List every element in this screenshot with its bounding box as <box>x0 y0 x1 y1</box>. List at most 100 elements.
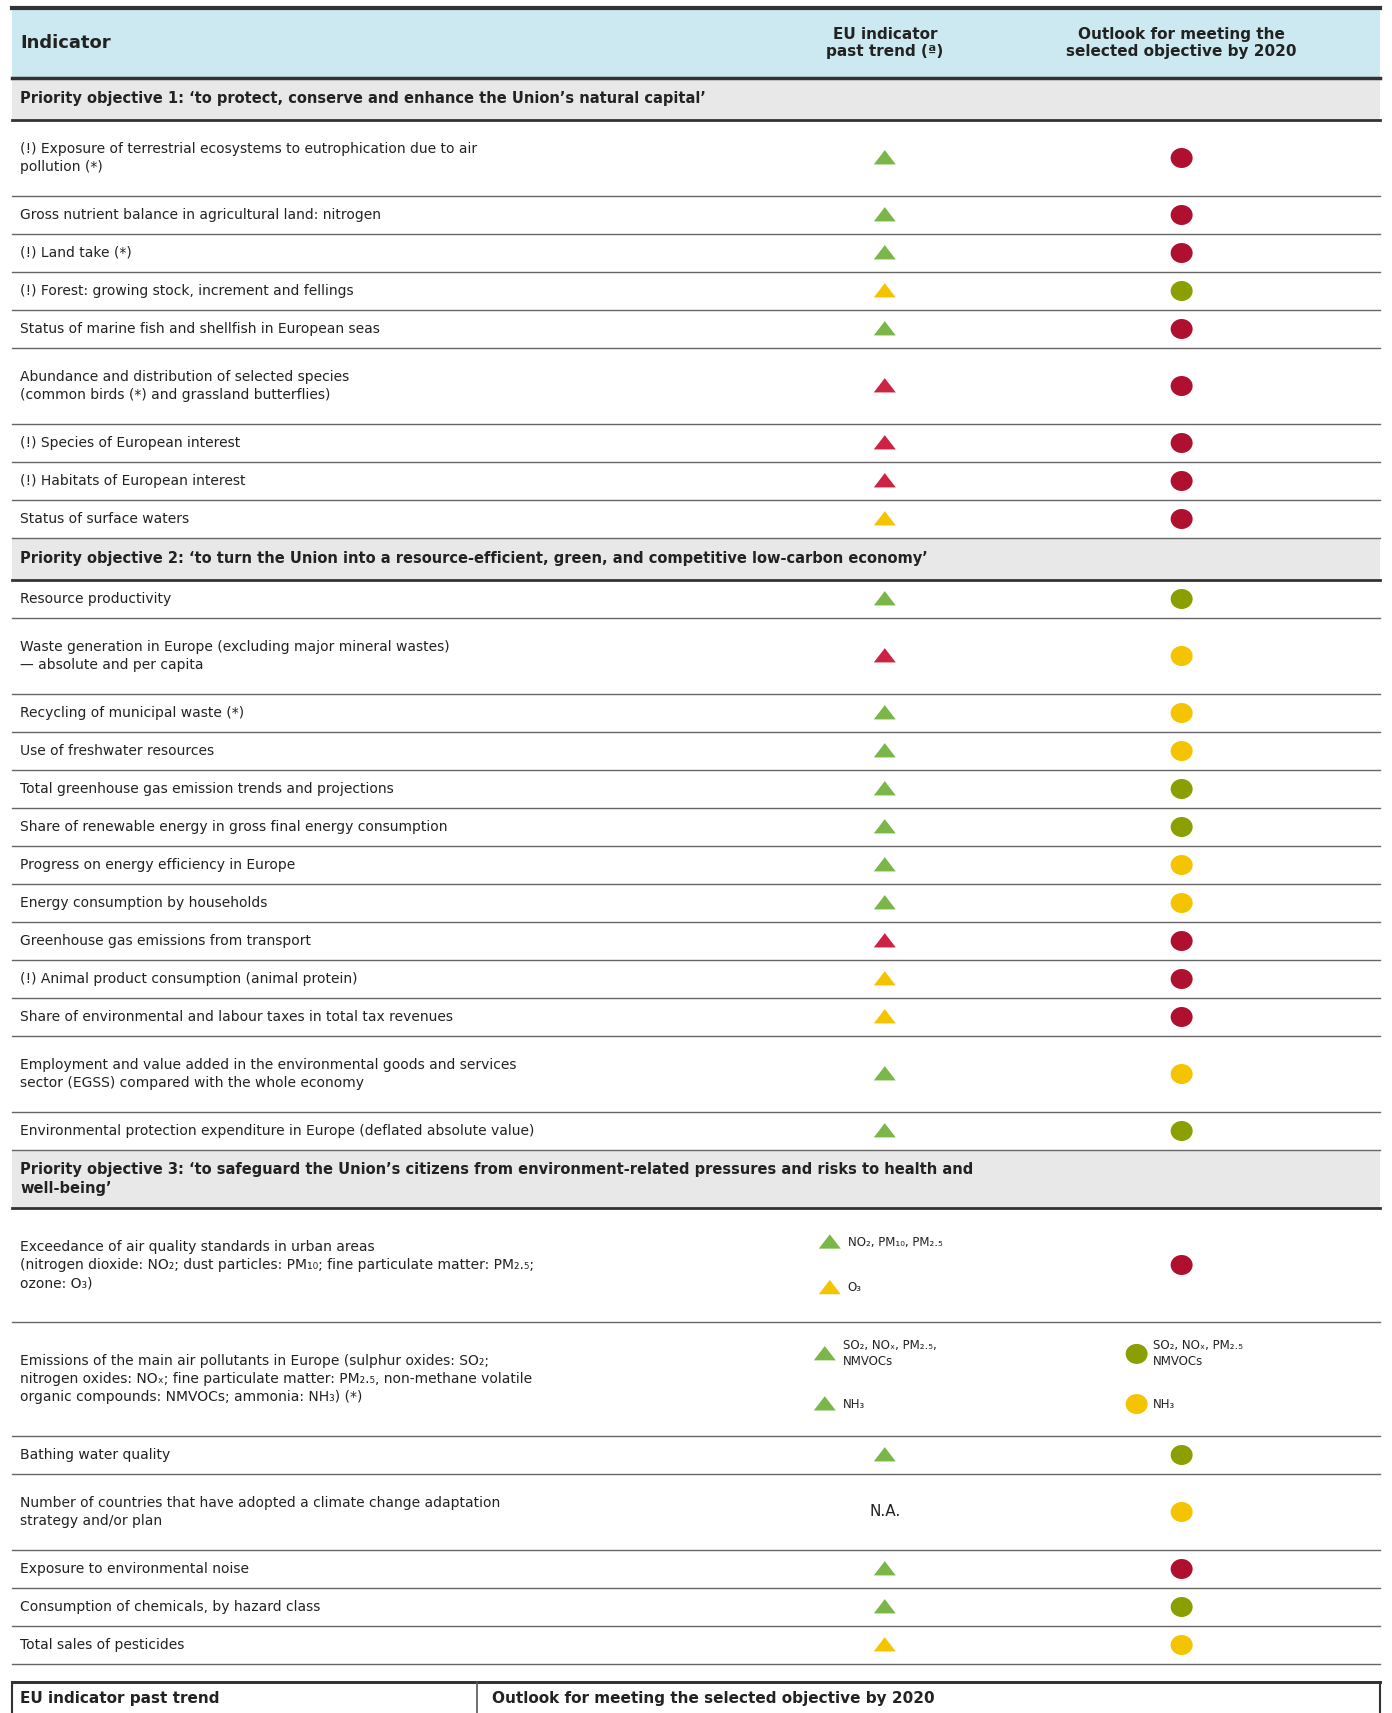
Bar <box>13 538 1379 581</box>
Ellipse shape <box>1126 1394 1147 1413</box>
Bar <box>13 272 1379 310</box>
Polygon shape <box>874 819 896 834</box>
Ellipse shape <box>1171 471 1193 492</box>
Polygon shape <box>874 896 896 910</box>
Text: Abundance and distribution of selected species
(common birds (*) and grassland b: Abundance and distribution of selected s… <box>19 370 349 403</box>
Bar <box>13 1435 1379 1473</box>
Bar <box>13 235 1379 272</box>
Polygon shape <box>874 1561 896 1576</box>
Polygon shape <box>874 510 896 526</box>
Text: Indicator: Indicator <box>19 34 110 51</box>
Polygon shape <box>874 743 896 757</box>
Text: Total sales of pesticides: Total sales of pesticides <box>19 1638 184 1651</box>
Polygon shape <box>874 1009 896 1023</box>
Ellipse shape <box>1171 1256 1193 1274</box>
Ellipse shape <box>1171 970 1193 988</box>
Bar <box>13 1322 1379 1435</box>
Bar <box>13 500 1379 538</box>
Text: Recycling of municipal waste (*): Recycling of municipal waste (*) <box>19 706 244 719</box>
Polygon shape <box>874 1600 896 1614</box>
Ellipse shape <box>1171 433 1193 452</box>
Text: Energy consumption by households: Energy consumption by households <box>19 896 267 910</box>
Ellipse shape <box>1171 589 1193 610</box>
Ellipse shape <box>1171 206 1193 224</box>
Bar <box>13 581 1379 618</box>
Bar <box>13 348 1379 425</box>
Text: EU indicator past trend: EU indicator past trend <box>19 1691 220 1706</box>
Text: Share of environmental and labour taxes in total tax revenues: Share of environmental and labour taxes … <box>19 1011 452 1024</box>
Text: Bathing water quality: Bathing water quality <box>19 1447 170 1461</box>
Text: SO₂, NOₓ, PM₂.₅,
NMVOCs: SO₂, NOₓ, PM₂.₅, NMVOCs <box>842 1340 937 1369</box>
Bar <box>13 694 1379 731</box>
Bar <box>13 999 1379 1036</box>
Bar <box>13 1550 1379 1588</box>
Bar <box>13 1626 1379 1663</box>
Text: Priority objective 3: ‘to safeguard the Union’s citizens from environment-relate: Priority objective 3: ‘to safeguard the … <box>19 1161 973 1196</box>
Ellipse shape <box>1171 646 1193 666</box>
Bar <box>13 120 1379 195</box>
Bar <box>13 79 1379 120</box>
Bar <box>13 959 1379 999</box>
Text: Gross nutrient balance in agricultural land: nitrogen: Gross nutrient balance in agricultural l… <box>19 207 381 223</box>
Polygon shape <box>874 706 896 719</box>
Text: Status of surface waters: Status of surface waters <box>19 512 189 526</box>
Polygon shape <box>874 245 896 259</box>
Bar <box>13 195 1379 235</box>
Text: EU indicator
past trend (ª): EU indicator past trend (ª) <box>827 27 944 60</box>
Text: Total greenhouse gas emission trends and projections: Total greenhouse gas emission trends and… <box>19 783 394 797</box>
Text: Consumption of chemicals, by hazard class: Consumption of chemicals, by hazard clas… <box>19 1600 320 1614</box>
Polygon shape <box>874 435 896 449</box>
Bar <box>13 1036 1379 1112</box>
Text: Status of marine fish and shellfish in European seas: Status of marine fish and shellfish in E… <box>19 322 380 336</box>
Bar <box>13 1473 1379 1550</box>
Ellipse shape <box>1171 892 1193 913</box>
Text: O₃: O₃ <box>848 1281 862 1295</box>
Polygon shape <box>874 1065 896 1081</box>
Text: Progress on energy efficiency in Europe: Progress on energy efficiency in Europe <box>19 858 295 872</box>
Polygon shape <box>874 473 896 488</box>
Text: (!) Land take (*): (!) Land take (*) <box>19 247 132 260</box>
Ellipse shape <box>1171 779 1193 798</box>
Text: SO₂, NOₓ, PM₂.₅
NMVOCs: SO₂, NOₓ, PM₂.₅ NMVOCs <box>1153 1340 1243 1369</box>
Ellipse shape <box>1171 930 1193 951</box>
Text: (!) Habitats of European interest: (!) Habitats of European interest <box>19 475 245 488</box>
Polygon shape <box>874 320 896 336</box>
Ellipse shape <box>1171 1120 1193 1141</box>
Text: Outlook for meeting the selected objective by 2020: Outlook for meeting the selected objecti… <box>493 1691 935 1706</box>
Polygon shape <box>874 971 896 985</box>
Polygon shape <box>818 1280 841 1295</box>
Bar <box>13 922 1379 959</box>
Polygon shape <box>874 591 896 605</box>
Polygon shape <box>874 1638 896 1651</box>
Text: (!) Exposure of terrestrial ecosystems to eutrophication due to air
pollution (*: (!) Exposure of terrestrial ecosystems t… <box>19 142 477 175</box>
Text: NH₃: NH₃ <box>842 1398 864 1410</box>
Ellipse shape <box>1171 1634 1193 1655</box>
Text: N.A.: N.A. <box>869 1504 901 1519</box>
Bar <box>13 1588 1379 1626</box>
Text: Use of freshwater resources: Use of freshwater resources <box>19 743 214 757</box>
Polygon shape <box>874 207 896 221</box>
Bar <box>13 771 1379 809</box>
Ellipse shape <box>1171 1502 1193 1521</box>
Polygon shape <box>874 781 896 795</box>
Text: NO₂, PM₁₀, PM₂.₅: NO₂, PM₁₀, PM₂.₅ <box>848 1235 942 1249</box>
Bar <box>13 618 1379 694</box>
Ellipse shape <box>1171 1064 1193 1084</box>
Text: Priority objective 2: ‘to turn the Union into a resource-efficient, green, and c: Priority objective 2: ‘to turn the Union… <box>19 552 927 567</box>
Bar <box>13 1208 1379 1322</box>
Ellipse shape <box>1171 817 1193 838</box>
Polygon shape <box>874 648 896 663</box>
Bar <box>13 1149 1379 1208</box>
Polygon shape <box>874 151 896 164</box>
Ellipse shape <box>1171 375 1193 396</box>
Ellipse shape <box>1171 1007 1193 1028</box>
Ellipse shape <box>1171 855 1193 875</box>
Ellipse shape <box>1126 1345 1147 1364</box>
Polygon shape <box>818 1235 841 1249</box>
Polygon shape <box>874 283 896 298</box>
Text: Emissions of the main air pollutants in Europe (sulphur oxides: SO₂;
nitrogen ox: Emissions of the main air pollutants in … <box>19 1353 532 1405</box>
Bar <box>13 1112 1379 1149</box>
Bar <box>13 846 1379 884</box>
Bar <box>13 884 1379 922</box>
Text: Number of countries that have adopted a climate change adaptation
strategy and/o: Number of countries that have adopted a … <box>19 1495 500 1528</box>
